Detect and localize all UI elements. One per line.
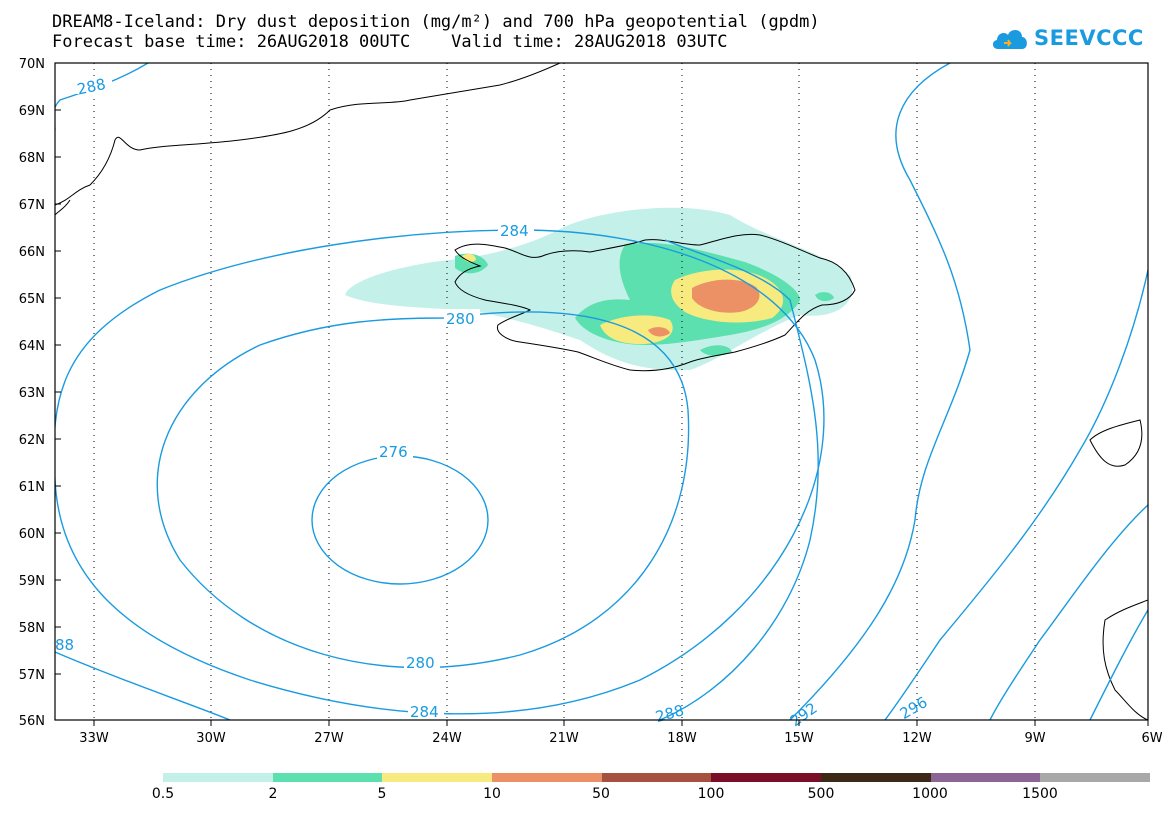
contour-label: 88	[55, 636, 74, 654]
lat-label: 62N	[19, 433, 45, 448]
lon-axis: 33W 30W 27W 24W 21W 18W 15W 12W 9W 6W	[79, 720, 1163, 746]
legend-label: 500	[807, 786, 835, 802]
lat-label: 65N	[19, 292, 45, 307]
lat-label: 56N	[19, 714, 45, 729]
contour-288-east	[659, 239, 819, 720]
lat-label: 68N	[19, 151, 45, 166]
coastlines	[55, 63, 1148, 720]
dust-band-5-west	[462, 253, 476, 263]
dust-band-2-south	[700, 345, 732, 356]
dust-deposition-shading	[345, 207, 853, 371]
lon-label: 6W	[1141, 731, 1162, 746]
lon-label: 33W	[79, 731, 109, 746]
dust-band-10-south	[648, 327, 670, 337]
legend-label: 0.5	[151, 786, 175, 802]
lon-gridlines	[93, 63, 1036, 720]
dust-band-2-east	[815, 292, 834, 302]
contour-label: 288	[76, 75, 108, 99]
contour-280	[156, 311, 690, 669]
lat-label: 69N	[19, 104, 45, 119]
lon-label: 12W	[902, 731, 932, 746]
map-frame	[54, 62, 1149, 721]
lat-label: 67N	[19, 198, 45, 213]
contour-296	[884, 269, 1148, 720]
lat-label: 64N	[19, 339, 45, 354]
contour-label: 288	[654, 701, 686, 726]
contour-label: 280	[406, 654, 435, 672]
legend-label: 10	[483, 786, 501, 802]
legend-label: 100	[697, 786, 725, 802]
seevccc-logo: SEEVCCC	[990, 20, 1144, 56]
legend-swatch	[382, 773, 493, 782]
lat-label: 58N	[19, 621, 45, 636]
contour-label: 280	[446, 310, 475, 328]
map-subtitle: Forecast base time: 26AUG2018 00UTC Vali…	[52, 32, 728, 52]
lat-label: 57N	[19, 668, 45, 683]
geopotential-contours	[55, 63, 1148, 720]
cloud-icon	[992, 29, 1027, 49]
contour-288-west	[55, 651, 231, 720]
lon-label: 27W	[314, 731, 344, 746]
legend-swatch	[601, 773, 712, 782]
legend-swatch	[163, 773, 273, 782]
legend-label: 1500	[1022, 786, 1058, 802]
lon-label: 15W	[784, 731, 814, 746]
legend-swatch	[821, 773, 931, 782]
contour-304	[1089, 609, 1148, 720]
dust-band-10	[692, 279, 760, 313]
contour-292	[789, 63, 971, 720]
contour-288-north	[55, 63, 149, 130]
contour-label: 292	[787, 699, 821, 730]
dust-band-5-south	[600, 315, 673, 345]
lat-label: 66N	[19, 245, 45, 260]
legend-colorbar	[163, 773, 1151, 782]
legend-label: 5	[377, 786, 387, 802]
legend-label: 1000	[912, 786, 948, 802]
contour-label: 276	[379, 443, 408, 461]
lon-label: 24W	[432, 731, 462, 746]
faroe-islands	[1089, 419, 1143, 467]
lon-label: 18W	[667, 731, 697, 746]
lat-label: 61N	[19, 480, 45, 495]
legend-swatch	[711, 773, 822, 782]
greenland-coast-south	[55, 199, 71, 216]
contour-284	[55, 229, 825, 715]
lon-label: 21W	[549, 731, 579, 746]
lat-axis: 70N 69N 68N 67N 66N 65N 64N 63N 62N 61N …	[19, 57, 61, 729]
logo-text: SEEVCCC	[1034, 26, 1144, 50]
lon-label: 9W	[1024, 731, 1045, 746]
contour-label: 284	[500, 222, 529, 240]
lat-label: 70N	[19, 57, 45, 72]
contour-300	[989, 504, 1148, 720]
lat-label: 63N	[19, 386, 45, 401]
contour-label: 284	[410, 703, 439, 721]
legend-swatch	[272, 773, 383, 782]
legend-swatch	[930, 773, 1041, 782]
contour-276	[311, 455, 489, 585]
legend-swatch	[492, 773, 602, 782]
lat-label: 60N	[19, 527, 45, 542]
lat-label: 59N	[19, 574, 45, 589]
lon-label: 30W	[196, 731, 226, 746]
legend-label: 50	[592, 786, 610, 802]
scotland-coast	[1102, 599, 1148, 720]
greenland-coast	[55, 63, 561, 206]
iceland-coast	[454, 233, 856, 372]
map-title: DREAM8-Iceland: Dry dust deposition (mg/…	[52, 12, 820, 32]
legend-swatch	[1040, 773, 1151, 782]
legend-label: 2	[268, 786, 278, 802]
